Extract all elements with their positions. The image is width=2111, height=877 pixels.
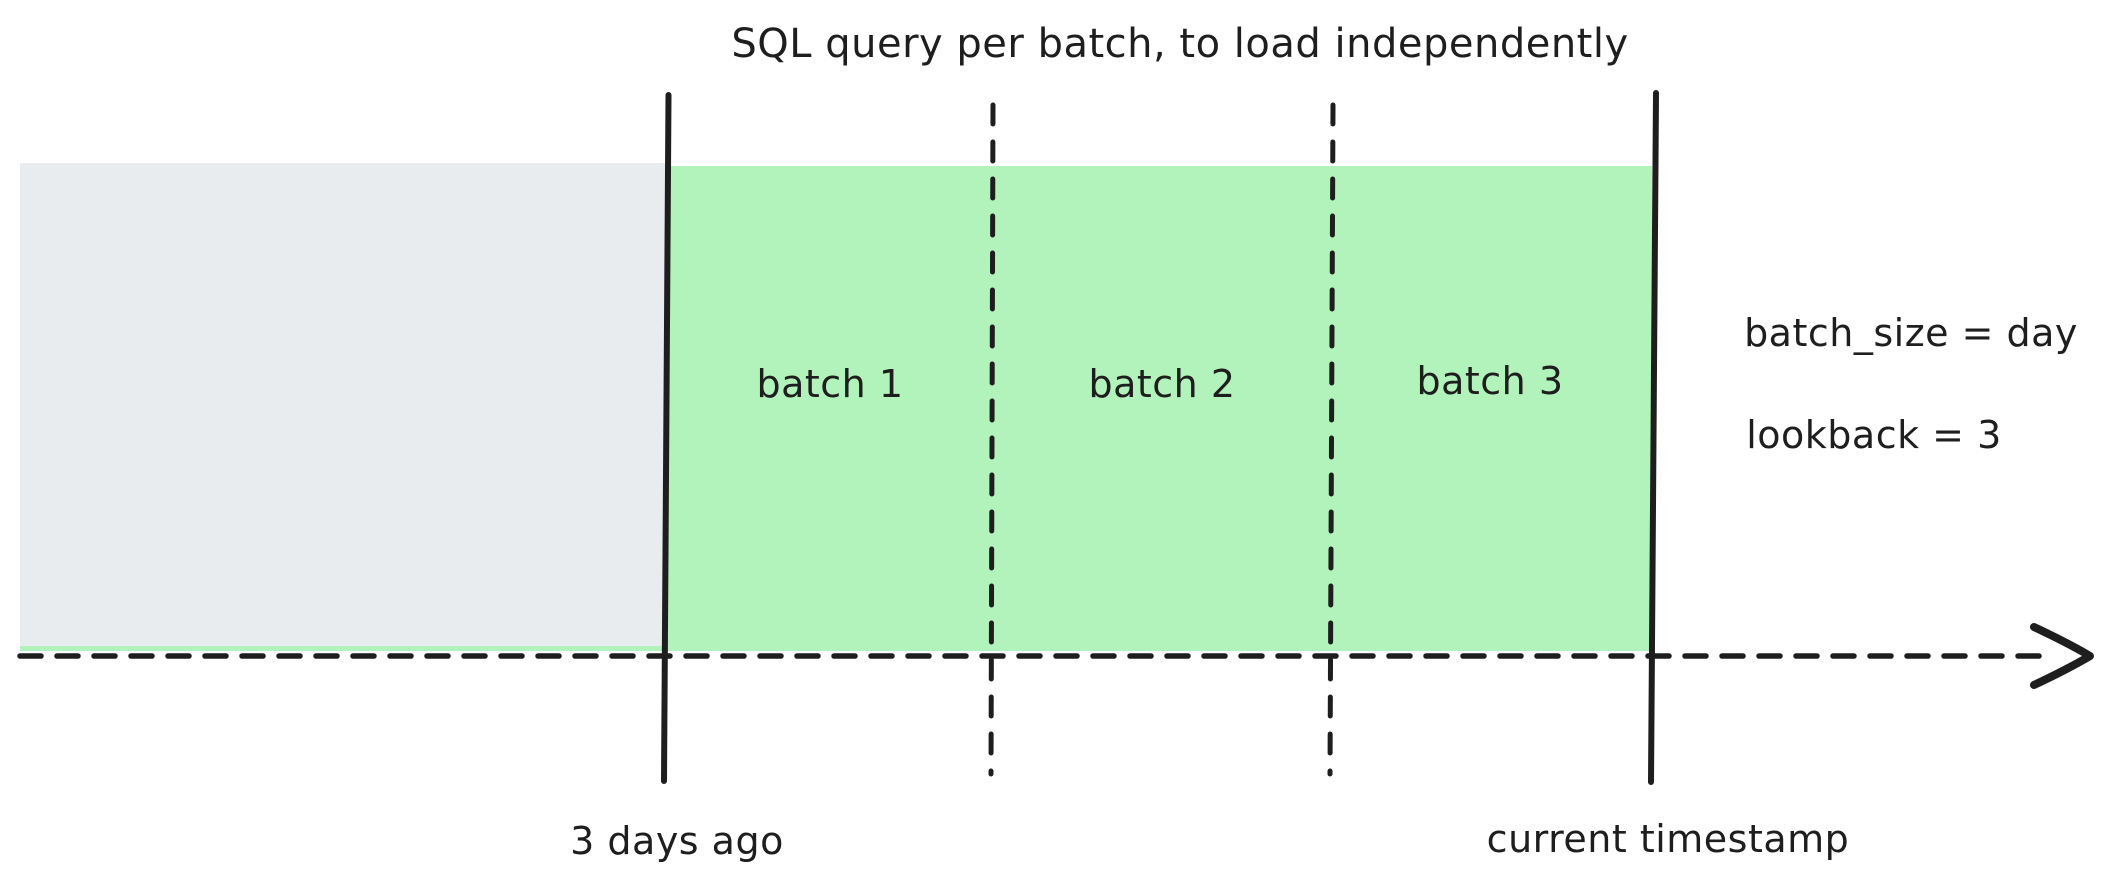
batch-size-param-label: batch_size = day [1744, 311, 2078, 355]
batch-1-label: batch 1 [756, 362, 903, 406]
batch-2-label: batch 2 [1088, 362, 1235, 406]
timeline-arrowhead-icon [2030, 623, 2094, 689]
batch-divider-1 [988, 102, 996, 777]
batch-divider-2 [1327, 102, 1336, 777]
lookback-param-label: lookback = 3 [1746, 413, 2002, 457]
diagram-title: SQL query per batch, to load independent… [731, 21, 1628, 67]
axis-start-label: 3 days ago [570, 819, 784, 863]
already-loaded-region [20, 163, 667, 646]
batch-3-label: batch 3 [1416, 359, 1563, 403]
current-timestamp-boundary-line [1648, 90, 1659, 785]
axis-end-label: current timestamp [1487, 817, 1850, 861]
three-days-ago-boundary-line [661, 92, 672, 784]
